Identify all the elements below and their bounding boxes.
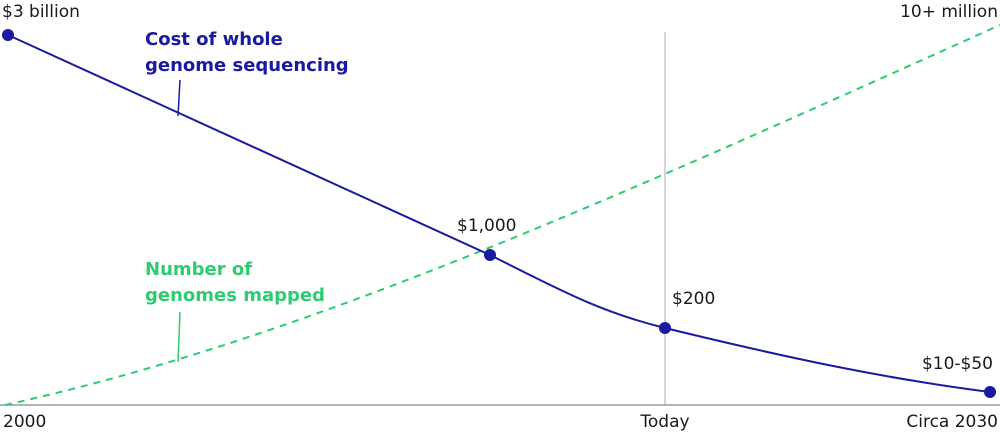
leader-line [177, 79, 181, 117]
point [984, 386, 996, 398]
leader-line [177, 311, 181, 363]
genomes-label: Number of [145, 259, 252, 280]
right-label: 10+ million [900, 2, 998, 22]
point [484, 249, 496, 261]
x-label: 2000 [3, 412, 46, 432]
x-label: Circa 2030 [906, 412, 998, 432]
genomes-curve [4, 24, 1000, 406]
cost-label: genome sequencing [145, 55, 349, 76]
point-label: $10-$50 [922, 354, 993, 374]
x-label: Today [639, 412, 689, 432]
cost-label: Cost of whole [145, 29, 283, 50]
point-label: $1,000 [457, 216, 516, 236]
point-label: $200 [672, 289, 715, 309]
genomes-label: genomes mapped [145, 285, 325, 306]
cost-curve [7, 34, 991, 393]
point [659, 322, 671, 334]
point [2, 29, 14, 41]
left-label: $3 billion [2, 2, 80, 22]
